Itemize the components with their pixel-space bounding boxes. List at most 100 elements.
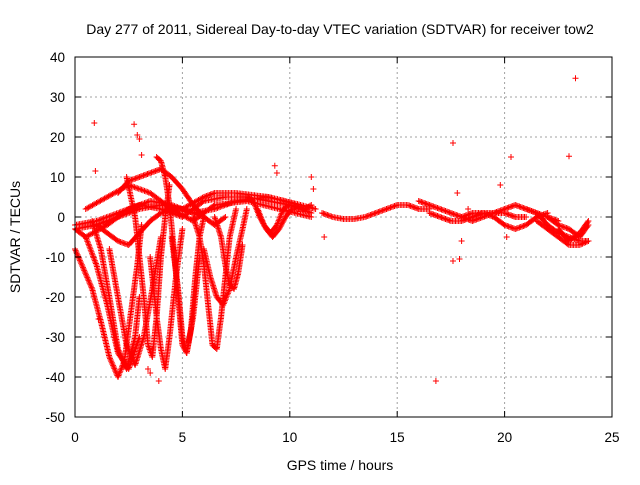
data-point bbox=[578, 241, 585, 248]
data-point bbox=[107, 212, 114, 219]
data-point bbox=[221, 214, 228, 221]
data-point bbox=[225, 288, 232, 295]
data-point bbox=[103, 214, 110, 221]
y-tick-label: -50 bbox=[45, 410, 65, 425]
data-point bbox=[256, 210, 263, 217]
data-point bbox=[144, 188, 151, 195]
data-point bbox=[81, 268, 88, 275]
data-point-outlier bbox=[454, 190, 461, 196]
data-point bbox=[585, 238, 592, 244]
data-point bbox=[73, 248, 80, 255]
data-point bbox=[119, 356, 126, 362]
data-point bbox=[222, 214, 229, 220]
data-point-outlier bbox=[566, 153, 572, 160]
data-point bbox=[257, 213, 264, 220]
data-point-outlier bbox=[450, 140, 456, 146]
chart-title: Day 277 of 2011, Sidereal Day-to-day VTE… bbox=[86, 21, 594, 37]
data-point-outlier bbox=[145, 366, 151, 372]
data-point-outlier bbox=[147, 370, 154, 376]
series-sdtvar bbox=[72, 75, 592, 384]
data-point bbox=[78, 261, 85, 268]
data-point bbox=[252, 202, 258, 209]
data-point bbox=[285, 202, 292, 209]
data-point bbox=[83, 271, 89, 278]
data-point bbox=[117, 366, 124, 373]
data-point bbox=[233, 206, 240, 212]
data-point bbox=[84, 205, 91, 212]
data-point bbox=[124, 344, 131, 351]
data-point-outlier bbox=[450, 258, 456, 264]
x-axis-label: GPS time / hours bbox=[287, 457, 394, 473]
data-point bbox=[276, 214, 283, 221]
data-point-outlier bbox=[503, 234, 510, 240]
data-point bbox=[80, 266, 87, 272]
data-point-outlier bbox=[458, 238, 465, 244]
data-point bbox=[258, 216, 265, 223]
data-point bbox=[199, 198, 206, 205]
data-point bbox=[87, 247, 94, 254]
data-point-outlier bbox=[95, 316, 102, 322]
data-point bbox=[585, 218, 592, 224]
data-point bbox=[110, 362, 117, 369]
data-point bbox=[120, 358, 127, 365]
data-point bbox=[107, 356, 114, 363]
data-point bbox=[276, 226, 283, 232]
ticks: 0 5 10 15 20 25 -50 -40 -30 -20 -10 0 10 20 30 40 bbox=[45, 50, 619, 445]
x-tick-label: 5 bbox=[179, 430, 187, 445]
data-point bbox=[87, 281, 94, 288]
data-point bbox=[90, 253, 97, 260]
data-point bbox=[105, 193, 112, 200]
data-point-outlier bbox=[508, 154, 514, 160]
data-point bbox=[156, 210, 163, 217]
data-point-outlier bbox=[273, 170, 280, 176]
data-point bbox=[84, 276, 91, 282]
data-point bbox=[116, 350, 123, 357]
data-point bbox=[279, 208, 286, 215]
data-point bbox=[127, 350, 134, 357]
data-point bbox=[86, 280, 93, 287]
data-point bbox=[581, 240, 588, 246]
x-tick-label: 25 bbox=[604, 430, 619, 445]
data-point bbox=[115, 346, 121, 352]
data-point bbox=[584, 219, 591, 226]
data-point bbox=[110, 364, 117, 370]
data-point-outlier bbox=[92, 168, 99, 174]
data-point bbox=[576, 242, 583, 248]
data-point bbox=[94, 217, 101, 224]
data-point-outlier bbox=[155, 378, 162, 384]
data-point bbox=[116, 348, 123, 355]
y-tick-label: 20 bbox=[50, 130, 65, 145]
y-axis-label: SDTVAR / TECUs bbox=[7, 181, 23, 293]
data-point bbox=[115, 372, 122, 379]
data-point bbox=[75, 254, 82, 261]
x-tick-label: 10 bbox=[282, 430, 297, 445]
data-point bbox=[239, 242, 246, 248]
data-point bbox=[106, 354, 113, 360]
data-point bbox=[125, 346, 132, 353]
data-layer bbox=[72, 75, 592, 384]
data-point bbox=[274, 220, 281, 227]
data-point bbox=[222, 297, 228, 304]
data-point bbox=[250, 199, 257, 206]
data-point bbox=[523, 214, 530, 220]
data-point-outlier bbox=[138, 152, 145, 158]
data-point bbox=[88, 284, 95, 291]
data-point bbox=[308, 202, 315, 208]
y-tick-label: 40 bbox=[50, 50, 65, 65]
data-point bbox=[80, 264, 86, 271]
data-point bbox=[312, 206, 319, 212]
data-point-outlier bbox=[271, 162, 278, 169]
y-tick-label: 10 bbox=[50, 170, 65, 185]
data-point bbox=[84, 274, 91, 281]
data-point bbox=[213, 205, 220, 212]
data-point bbox=[78, 260, 85, 267]
data-point bbox=[108, 358, 115, 365]
data-point-outlier bbox=[136, 136, 143, 142]
x-tick-label: 15 bbox=[390, 430, 405, 445]
data-point bbox=[144, 199, 151, 206]
data-point bbox=[129, 354, 136, 361]
data-point-outlier bbox=[131, 121, 138, 128]
y-tick-label: 30 bbox=[50, 90, 65, 105]
